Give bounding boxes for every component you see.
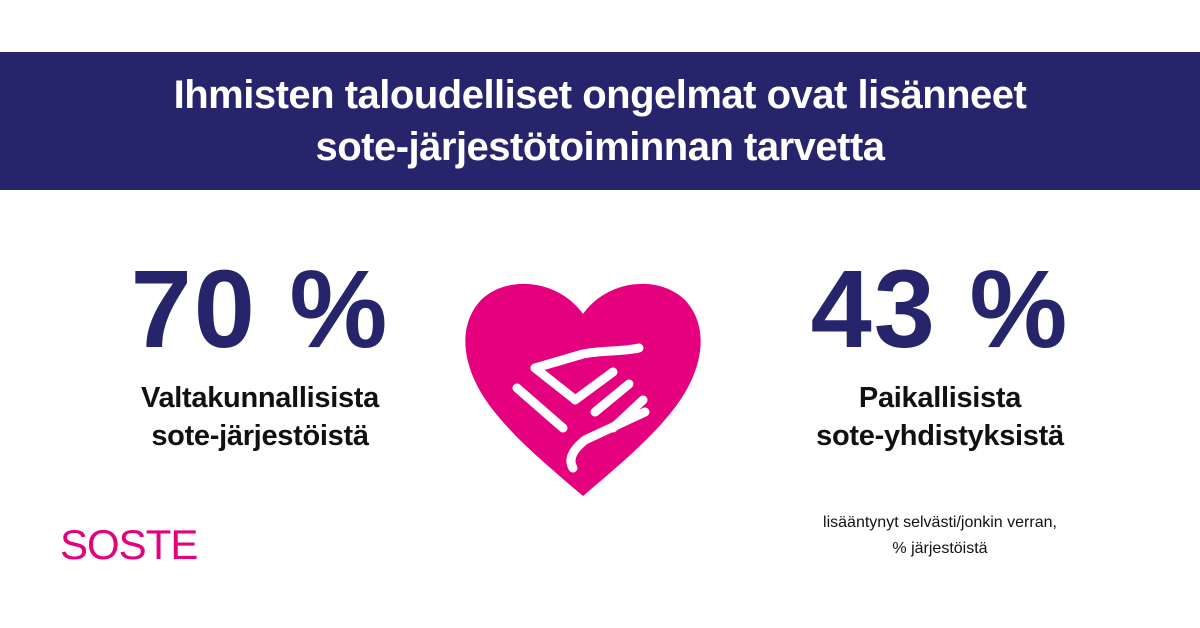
footnote-line-2: % järjestöistä [892, 540, 988, 557]
stat-local-label-line-1: Paikallisista [858, 382, 1022, 414]
headline-line-1: Ihmisten taloudelliset ongelmat ovat lis… [173, 73, 1027, 117]
soste-logo: SOSTE [60, 521, 198, 568]
stat-national-label-line-1: Valtakunnallisista [141, 382, 379, 414]
headline-line-2: sote-järjestötoiminnan tarvetta [315, 125, 885, 169]
stat-local-value: 43 % [810, 248, 1070, 371]
stat-national-label: Valtakunnallisista sote-järjestöistä [60, 379, 460, 455]
stat-national: 70 % Valtakunnallisista sote-järjestöist… [60, 255, 460, 455]
stat-local: 43 % Paikallisista sote-yhdistyksistä [740, 255, 1140, 455]
header-banner: Ihmisten taloudelliset ongelmat ovat lis… [0, 52, 1200, 190]
footnote: lisääntynyt selvästi/jonkin verran, % jä… [740, 510, 1140, 562]
stat-national-label-line-2: sote-järjestöistä [151, 420, 369, 452]
stat-local-label: Paikallisista sote-yhdistyksistä [740, 379, 1140, 455]
heart-handshake-icon [463, 272, 703, 502]
stat-local-label-line-2: sote-yhdistyksistä [816, 420, 1064, 452]
stat-national-value: 70 % [130, 248, 390, 371]
footnote-line-1: lisääntynyt selvästi/jonkin verran, [823, 514, 1057, 531]
